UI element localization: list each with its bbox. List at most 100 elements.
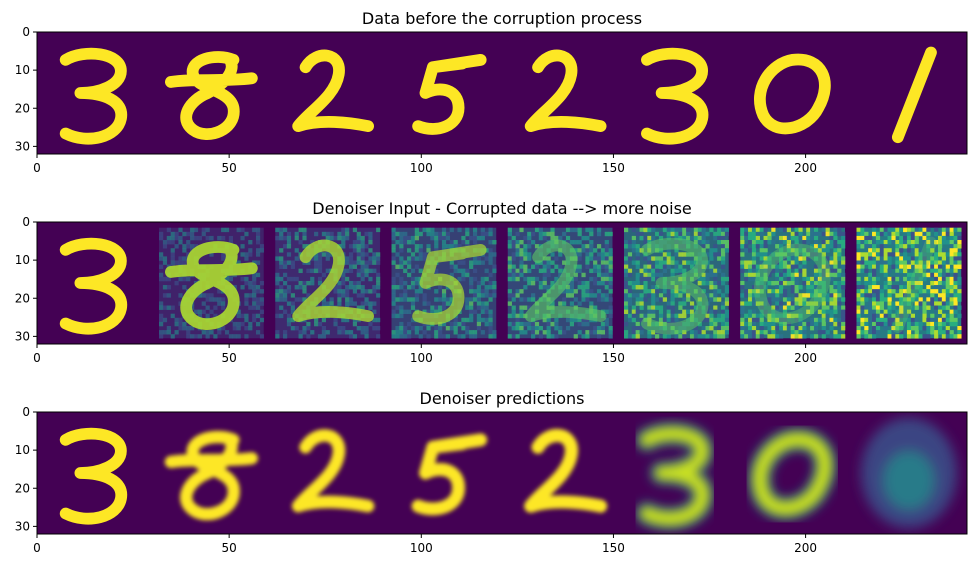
noise-pixel <box>635 272 640 278</box>
noise-pixel <box>798 301 803 306</box>
noise-pixel <box>693 227 699 233</box>
noise-pixel <box>573 289 578 294</box>
noise-pixel <box>445 325 450 331</box>
noise-pixel <box>569 227 574 233</box>
noise-pixel <box>205 305 210 310</box>
noise-pixel <box>507 256 512 261</box>
x-tick-label: 150 <box>602 541 625 555</box>
noise-pixel <box>639 313 644 319</box>
noise-pixel <box>918 268 923 274</box>
noise-pixel <box>937 305 943 310</box>
noise-pixel <box>279 264 284 269</box>
noise-pixel <box>748 334 753 339</box>
noise-pixel <box>740 264 745 269</box>
noise-pixel <box>817 268 823 274</box>
noise-pixel <box>476 313 482 319</box>
digits-corrupted <box>59 236 937 335</box>
noise-pixel <box>604 321 609 327</box>
noise-pixel <box>945 305 950 310</box>
noise-pixel <box>759 227 764 233</box>
noise-pixel <box>577 301 582 306</box>
noise-pixel <box>709 334 714 339</box>
noise-pixel <box>724 325 730 331</box>
noise-pixel <box>310 256 315 261</box>
digit-2-glyph <box>524 49 607 133</box>
noise-pixel <box>922 231 927 237</box>
noise-pixel <box>860 268 865 274</box>
noise-pixel <box>825 256 830 261</box>
noise-pixel <box>321 231 326 237</box>
digit-stroke <box>524 239 607 323</box>
noise-pixel <box>883 309 888 315</box>
noise-pixel <box>829 272 834 278</box>
noise-pixel <box>957 285 962 290</box>
noise-pixel <box>751 321 757 327</box>
noise-pixel <box>821 325 826 331</box>
noise-pixel <box>337 297 342 302</box>
noise-pixel <box>596 244 602 249</box>
noise-pixel <box>872 285 877 290</box>
noise-pixel <box>670 260 675 265</box>
noise-pixel <box>647 289 652 294</box>
noise-pixel <box>810 285 815 290</box>
noise-pixel <box>159 330 164 335</box>
noise-pixel <box>252 317 257 323</box>
noise-pixel <box>345 330 350 335</box>
noise-pixel <box>763 260 768 265</box>
noise-pixel <box>159 313 164 319</box>
noise-pixel <box>868 248 873 253</box>
noise-pixel <box>426 244 431 249</box>
noise-pixel <box>713 334 718 339</box>
noise-pixel <box>647 309 652 315</box>
digit-stroke <box>291 429 375 513</box>
noise-pixel <box>252 289 257 294</box>
noise-pixel <box>430 227 435 233</box>
noise-pixel <box>899 235 904 241</box>
noise-pixel <box>527 252 532 257</box>
noise-pixel <box>453 240 458 245</box>
noise-pixel <box>720 305 726 310</box>
noise-pixel <box>352 240 358 245</box>
noise-pixel <box>368 289 373 294</box>
noise-pixel <box>709 256 714 261</box>
noise-pixel <box>507 272 512 278</box>
noise-pixel <box>883 321 888 327</box>
noise-pixel <box>879 317 884 323</box>
noise-pixel <box>573 297 578 302</box>
noise-pixel <box>434 240 439 245</box>
x-tick-label: 50 <box>222 351 237 365</box>
noise-pixel <box>906 317 912 323</box>
noise-pixel <box>523 256 528 261</box>
noise-pixel <box>523 330 528 335</box>
noise-pixel <box>717 313 722 319</box>
noise-pixel <box>918 276 923 282</box>
x-ticks-original: 0 50 100 150 200 <box>33 154 817 175</box>
noise-pixel <box>410 325 416 331</box>
noise-pixel <box>879 240 884 245</box>
noise-pixel <box>759 330 764 335</box>
noise-pixel <box>790 297 795 302</box>
noise-pixel <box>953 252 958 257</box>
noise-pixel <box>422 330 427 335</box>
noise-pixel <box>550 227 555 233</box>
noise-pixel <box>802 240 807 245</box>
noise-pixel <box>333 289 338 294</box>
noise-pixel <box>798 293 803 298</box>
noise-pixel <box>953 293 958 298</box>
noise-pixel <box>166 240 171 245</box>
noise-pixel <box>519 313 524 319</box>
noise-pixel <box>399 280 404 286</box>
noise-pixel <box>538 260 543 265</box>
noise-pixel <box>914 248 919 253</box>
noise-pixel <box>170 248 175 253</box>
noise-pixel <box>806 231 811 237</box>
noise-pixel <box>608 334 613 339</box>
noise-pixel <box>252 280 257 286</box>
noise-pixel <box>705 325 710 331</box>
noise-pixel <box>953 256 958 261</box>
noise-pixel <box>674 227 679 233</box>
noise-pixel <box>434 248 439 253</box>
noise-pixel <box>841 260 846 265</box>
noise-pixel <box>941 276 947 282</box>
noise-pixel <box>356 235 361 241</box>
